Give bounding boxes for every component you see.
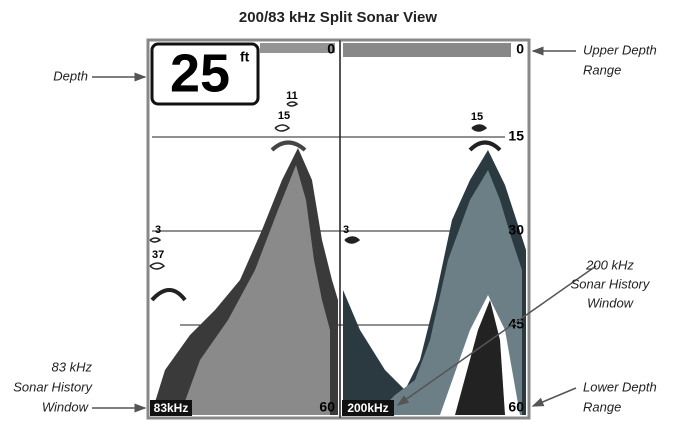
callout: Range bbox=[583, 62, 621, 77]
callout: Range bbox=[583, 399, 621, 414]
fish-depth: 15 bbox=[278, 110, 290, 122]
surface-clutter bbox=[343, 43, 511, 57]
upper-range: 0 bbox=[516, 41, 524, 57]
callout: Window bbox=[587, 295, 635, 310]
fish-depth: 3 bbox=[343, 224, 349, 236]
lower-range: 60 bbox=[508, 399, 524, 415]
callout: Upper Depth bbox=[583, 42, 657, 57]
depth-mark: 30 bbox=[508, 222, 524, 238]
title: 200/83 kHz Split Sonar View bbox=[239, 9, 437, 26]
callout: Sonar History bbox=[13, 379, 93, 394]
upper-range: 0 bbox=[327, 41, 335, 57]
fish-depth: 11 bbox=[286, 90, 298, 102]
frequency-label: 200kHz bbox=[347, 401, 388, 415]
callout: 200 kHz bbox=[585, 257, 634, 272]
callout: Sonar History bbox=[571, 276, 651, 291]
callout: 83 kHz bbox=[52, 359, 93, 374]
depth-mark: 15 bbox=[508, 128, 524, 144]
depth-value: 25 bbox=[170, 43, 230, 103]
screenshot: 200/83 kHz Split Sonar View 25 ft 0 0 60… bbox=[0, 0, 676, 422]
depth-unit: ft bbox=[240, 49, 250, 65]
fish-depth: 37 bbox=[152, 249, 164, 261]
frequency-label: 83kHz bbox=[154, 401, 189, 415]
callout: Depth bbox=[53, 68, 88, 83]
fish-depth: 15 bbox=[471, 111, 483, 123]
lower-range: 60 bbox=[319, 399, 335, 415]
fish-depth: 3 bbox=[155, 224, 161, 236]
surface-clutter bbox=[260, 43, 335, 53]
callout: Window bbox=[42, 399, 90, 414]
callout: Lower Depth bbox=[583, 379, 657, 394]
